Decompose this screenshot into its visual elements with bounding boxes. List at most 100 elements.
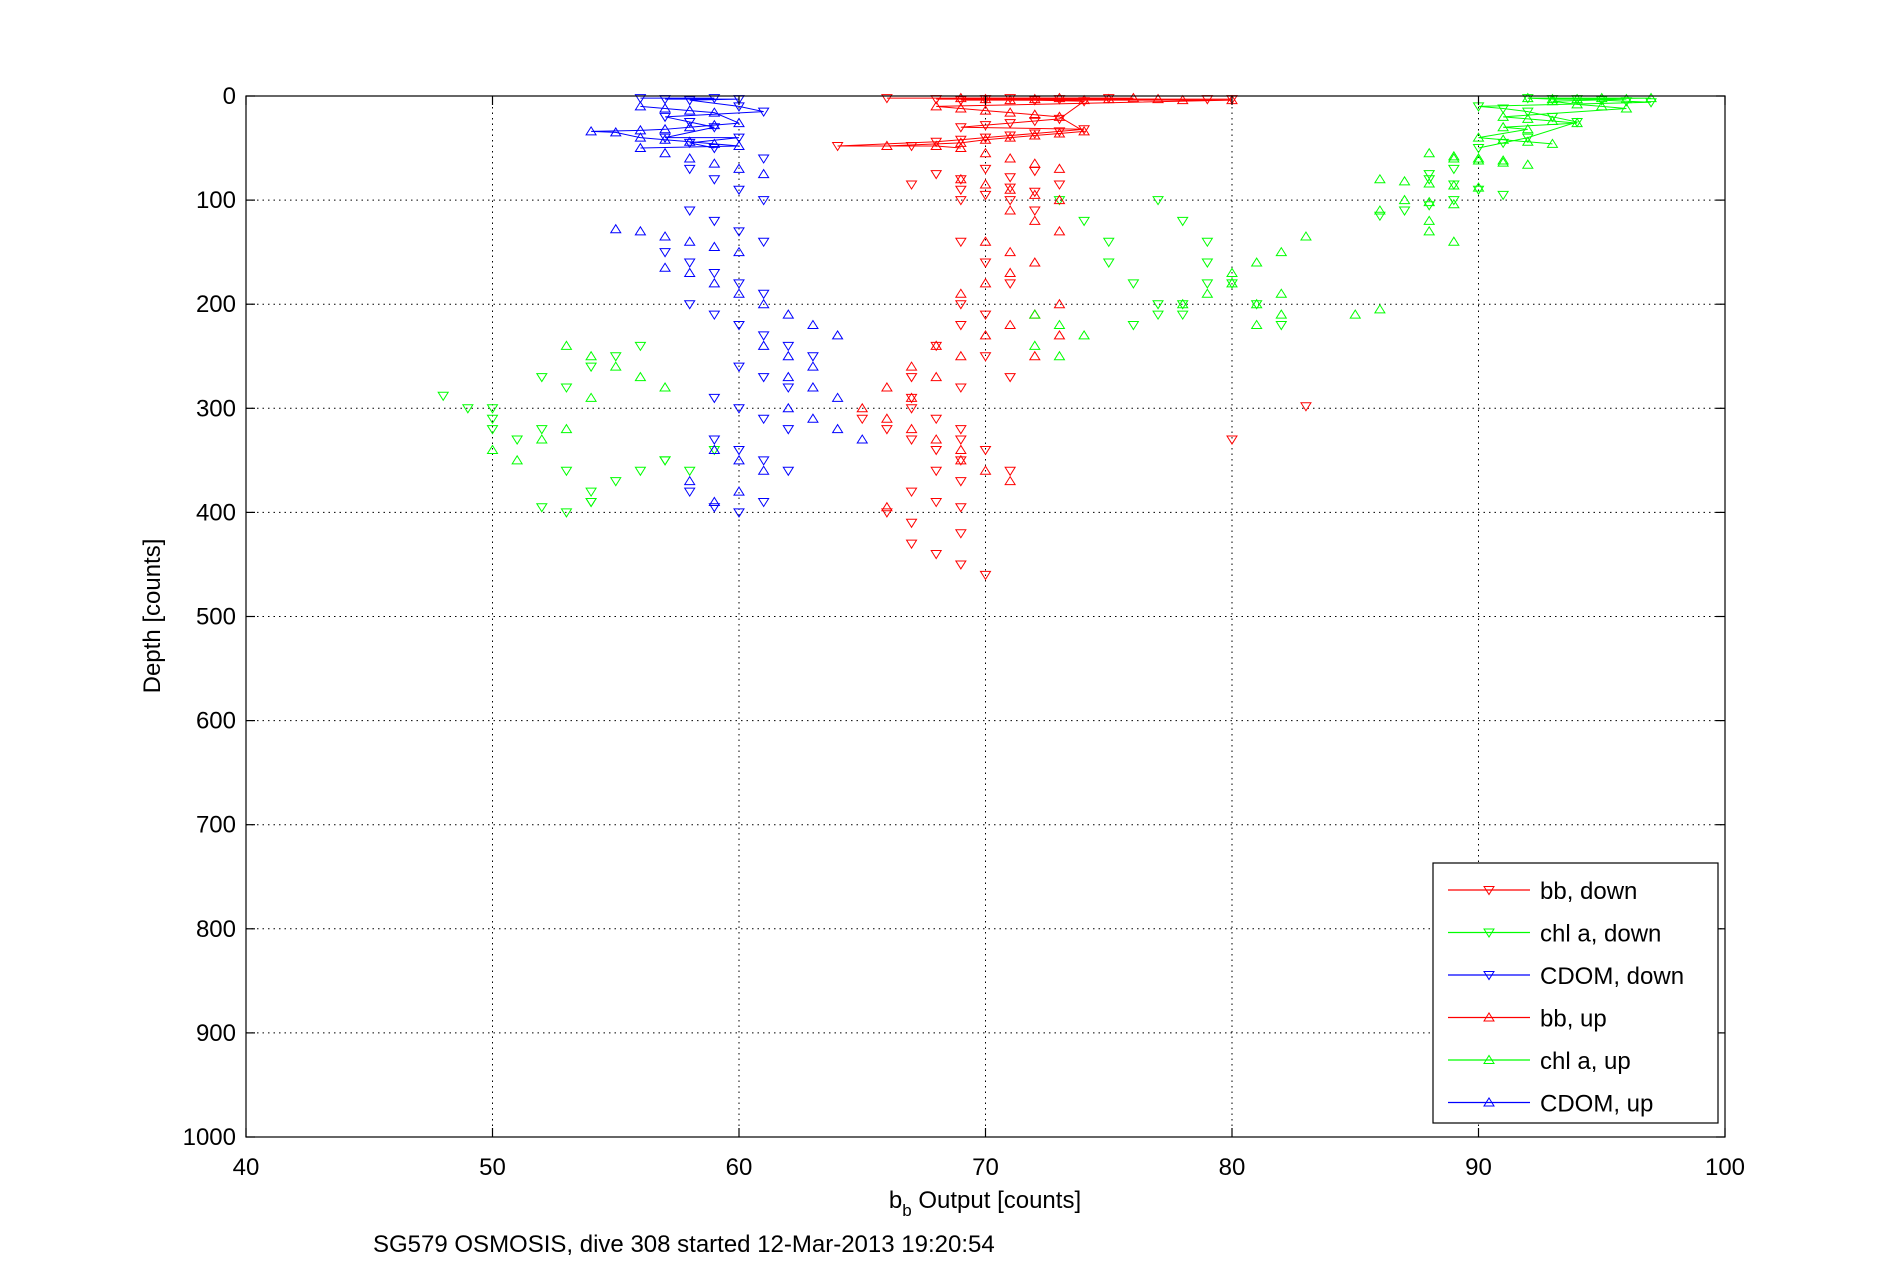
data-point (1102, 258, 1115, 269)
data-point (954, 383, 967, 393)
data-point (1028, 158, 1041, 168)
data-point (560, 508, 573, 518)
data-point (954, 300, 967, 310)
data-point (1028, 206, 1041, 216)
legend-marker (1483, 1097, 1495, 1107)
data-point (1028, 116, 1041, 127)
data-point (880, 94, 893, 104)
legend-entry: chl a, down (1448, 921, 1661, 948)
data-point (708, 241, 721, 251)
data-point (683, 121, 696, 132)
data-point (634, 341, 647, 352)
data-point (733, 362, 745, 373)
data-point (1472, 153, 1485, 163)
data-point (757, 154, 770, 164)
legend-marker (1483, 928, 1495, 938)
data-point (708, 435, 721, 445)
tick-layer: 40 50 60 70 80 90 1000100200300400500600700800… (183, 83, 1745, 1181)
data-point (683, 136, 696, 146)
data-point (461, 404, 474, 414)
data-point (634, 100, 647, 111)
legend-label: chl a, up (1540, 1048, 1631, 1075)
data-point (1028, 257, 1041, 267)
data-point (609, 361, 622, 371)
data-point (560, 340, 573, 350)
legend-entry: CDOM, down (1448, 963, 1684, 990)
data-point (1546, 93, 1559, 104)
x-tick-label: 80 (1219, 1154, 1246, 1181)
data-point (1053, 329, 1066, 340)
data-point (708, 496, 721, 506)
data-point (1447, 196, 1460, 206)
data-point (905, 435, 918, 445)
data-point (1152, 300, 1164, 310)
data-point (1595, 100, 1608, 111)
data-point (954, 196, 967, 206)
data-point (979, 352, 992, 362)
data-point (1447, 236, 1460, 246)
data-point (1004, 183, 1017, 194)
data-point (708, 216, 721, 227)
data-point (831, 392, 844, 402)
data-point (954, 92, 967, 103)
data-point (1004, 196, 1017, 206)
data-point (1423, 196, 1436, 207)
data-point (1447, 198, 1460, 209)
data-point (954, 350, 967, 361)
data-point (807, 319, 819, 330)
series-0 (831, 94, 1312, 581)
legend-label: CDOM, down (1540, 963, 1684, 990)
data-point (708, 119, 721, 130)
data-point (1250, 319, 1263, 330)
data-point (659, 231, 671, 241)
data-point (733, 133, 745, 144)
legend-entry: bb, down (1448, 878, 1637, 905)
data-point (1398, 175, 1411, 186)
data-point (954, 142, 967, 153)
x-tick-label: 90 (1465, 1154, 1492, 1181)
data-point (659, 262, 671, 272)
data-point (1620, 93, 1633, 104)
data-point (979, 134, 992, 144)
data-point (905, 393, 918, 404)
x-axis-label-subscript: b (902, 1201, 911, 1220)
data-point (1645, 98, 1657, 108)
data-point (1300, 231, 1312, 241)
data-point (856, 402, 869, 413)
data-point (659, 456, 671, 466)
x-axis-label: bb Output [counts] (889, 1187, 1081, 1220)
data-point (1423, 178, 1436, 188)
data-point (831, 329, 844, 340)
data-point (856, 414, 869, 425)
data-point (733, 227, 745, 237)
data-point (733, 454, 745, 465)
data-point (1497, 155, 1510, 165)
data-point (880, 413, 893, 423)
data-point (930, 140, 943, 150)
data-point (930, 550, 943, 560)
data-point (659, 123, 671, 134)
data-point (1028, 340, 1041, 350)
data-point (807, 361, 819, 371)
series-layer (437, 92, 1657, 581)
data-point (954, 503, 967, 513)
y-tick-label: 500 (196, 604, 236, 631)
data-point (930, 371, 943, 382)
data-point (1472, 182, 1485, 192)
data-point (733, 445, 745, 456)
data-point (880, 382, 893, 392)
y-tick-label: 800 (196, 916, 236, 943)
data-point (856, 434, 869, 444)
data-point (585, 487, 598, 498)
data-point (1053, 127, 1066, 137)
data-point (1028, 130, 1041, 140)
legend-label: chl a, down (1540, 921, 1661, 948)
data-point (905, 518, 918, 529)
data-point (1004, 475, 1017, 486)
data-point (757, 289, 770, 300)
data-point (683, 487, 696, 498)
data-point (1447, 180, 1460, 190)
data-point (1028, 166, 1041, 177)
